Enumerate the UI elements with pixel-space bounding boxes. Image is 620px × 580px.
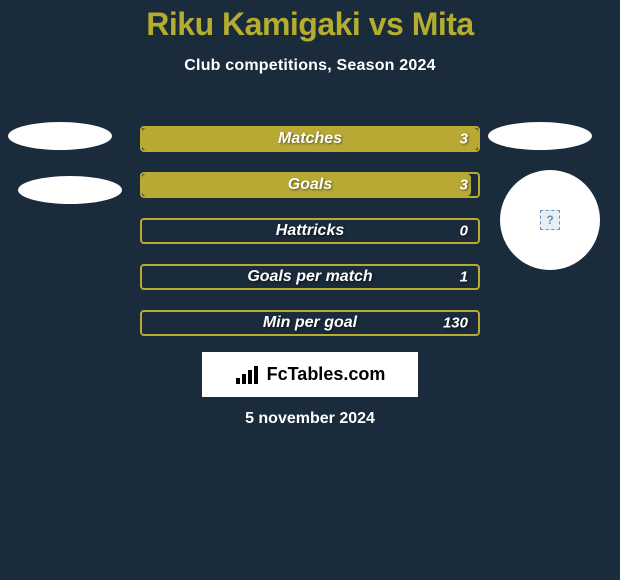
stat-bar-label: Matches bbox=[278, 130, 342, 148]
stat-bar-value: 3 bbox=[460, 131, 468, 148]
stat-bar: Goals per match 1 bbox=[140, 264, 480, 290]
stat-bar-label: Goals bbox=[288, 176, 332, 194]
page-title: Riku Kamigaki vs Mita bbox=[0, 0, 620, 43]
stat-bar-value: 130 bbox=[443, 315, 468, 332]
stat-bar-label: Hattricks bbox=[276, 222, 344, 240]
logo-bars-icon bbox=[235, 365, 261, 385]
stat-bar: Hattricks 0 bbox=[140, 218, 480, 244]
fctables-logo: FcTables.com bbox=[202, 352, 418, 397]
stat-bar-label: Goals per match bbox=[247, 268, 372, 286]
avatar-glyph: ? bbox=[546, 213, 553, 227]
logo-text: FcTables.com bbox=[267, 364, 386, 385]
left-ellipse-bottom bbox=[18, 176, 122, 204]
page-subtitle: Club competitions, Season 2024 bbox=[0, 57, 620, 75]
stat-bar-value: 1 bbox=[460, 269, 468, 286]
left-ellipse-top bbox=[8, 122, 112, 150]
page-root: Riku Kamigaki vs Mita Club competitions,… bbox=[0, 0, 620, 580]
avatar-placeholder: ? bbox=[500, 170, 600, 270]
right-ellipse-top bbox=[488, 122, 592, 150]
stat-bars: Matches 3 Goals 3 Hattricks 0 Goals per match 1… bbox=[140, 126, 480, 356]
stat-bar: Matches 3 bbox=[140, 126, 480, 152]
avatar-missing-icon: ? bbox=[540, 210, 560, 230]
stat-bar-value: 3 bbox=[460, 177, 468, 194]
stat-bar-label: Min per goal bbox=[263, 314, 357, 332]
stat-bar: Goals 3 bbox=[140, 172, 480, 198]
stat-bar-value: 0 bbox=[460, 223, 468, 240]
date-caption: 5 november 2024 bbox=[0, 410, 620, 428]
stat-bar: Min per goal 130 bbox=[140, 310, 480, 336]
